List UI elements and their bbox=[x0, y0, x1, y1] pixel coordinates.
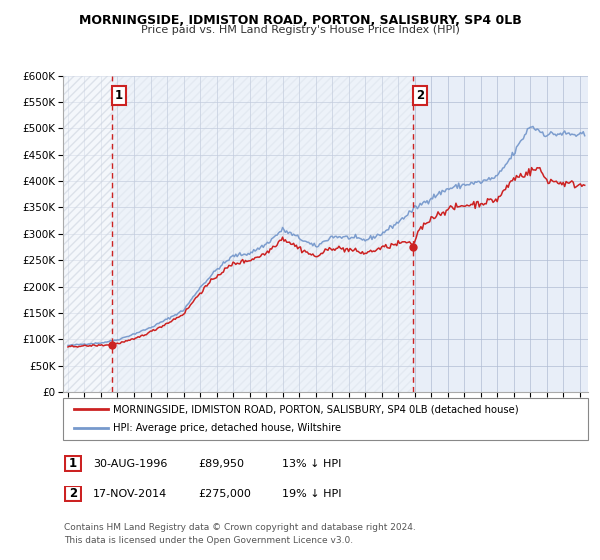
Text: £89,950: £89,950 bbox=[198, 459, 244, 469]
Text: HPI: Average price, detached house, Wiltshire: HPI: Average price, detached house, Wilt… bbox=[113, 423, 341, 433]
Text: 30-AUG-1996: 30-AUG-1996 bbox=[93, 459, 167, 469]
Text: 1: 1 bbox=[69, 457, 77, 470]
FancyBboxPatch shape bbox=[65, 456, 82, 472]
Text: 1: 1 bbox=[115, 89, 123, 102]
Text: 19% ↓ HPI: 19% ↓ HPI bbox=[282, 489, 341, 499]
Bar bbox=[63, 76, 112, 392]
FancyBboxPatch shape bbox=[65, 486, 82, 502]
Text: MORNINGSIDE, IDMISTON ROAD, PORTON, SALISBURY, SP4 0LB: MORNINGSIDE, IDMISTON ROAD, PORTON, SALI… bbox=[79, 14, 521, 27]
Text: £275,000: £275,000 bbox=[198, 489, 251, 499]
Text: Contains HM Land Registry data © Crown copyright and database right 2024.: Contains HM Land Registry data © Crown c… bbox=[64, 523, 416, 532]
Text: This data is licensed under the Open Government Licence v3.0.: This data is licensed under the Open Gov… bbox=[64, 536, 353, 545]
Bar bbox=[112, 76, 413, 392]
FancyBboxPatch shape bbox=[63, 398, 588, 440]
Text: 2: 2 bbox=[416, 89, 424, 102]
Text: 13% ↓ HPI: 13% ↓ HPI bbox=[282, 459, 341, 469]
Text: 2: 2 bbox=[69, 487, 77, 501]
Text: Price paid vs. HM Land Registry's House Price Index (HPI): Price paid vs. HM Land Registry's House … bbox=[140, 25, 460, 35]
Text: MORNINGSIDE, IDMISTON ROAD, PORTON, SALISBURY, SP4 0LB (detached house): MORNINGSIDE, IDMISTON ROAD, PORTON, SALI… bbox=[113, 404, 518, 414]
Text: 17-NOV-2014: 17-NOV-2014 bbox=[93, 489, 167, 499]
